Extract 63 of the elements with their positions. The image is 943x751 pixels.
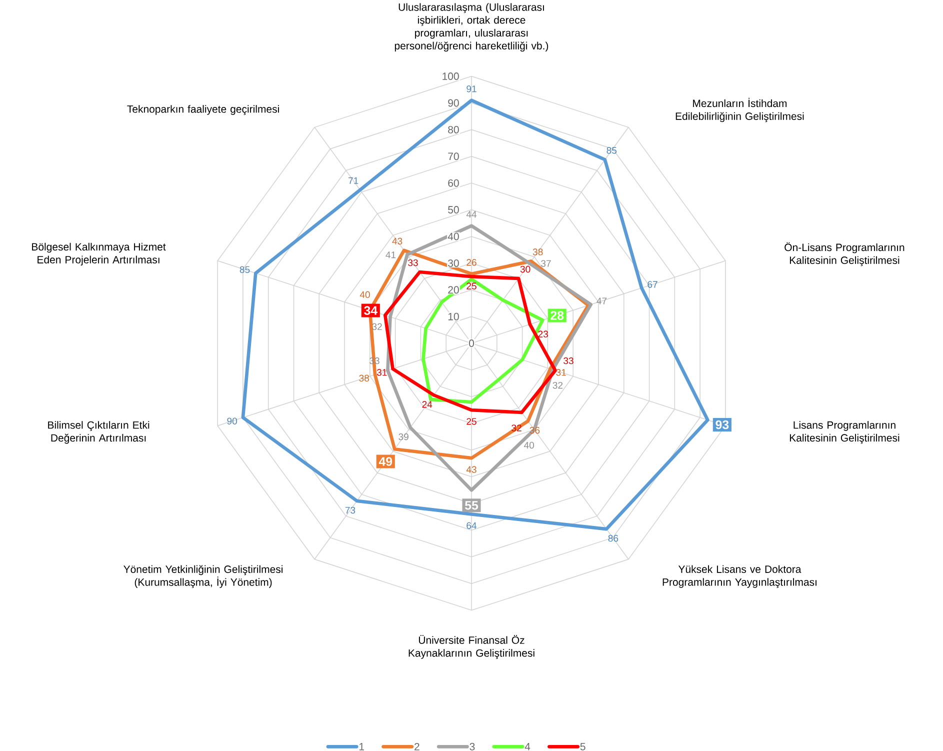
data-label: 33 <box>564 357 574 364</box>
spoke-label: Bölgesel Kalkınmaya Hizmet Eden Projelerin Artırılması <box>32 242 166 266</box>
y-tick-label: 0 <box>469 339 474 347</box>
data-label: 85 <box>606 146 617 154</box>
data-label: 49 <box>378 456 392 466</box>
spoke-label: Mezunların İstihdam Edilebilirliğinin Geliştirilmesi <box>676 98 804 122</box>
y-tick-label: 40 <box>448 232 459 240</box>
data-label: 40 <box>524 442 534 448</box>
data-label: 28 <box>550 310 564 320</box>
data-label: 39 <box>398 433 408 440</box>
data-label: 40 <box>360 291 370 298</box>
data-label: 71 <box>348 177 358 184</box>
data-label: 43 <box>392 238 402 244</box>
data-label: 24 <box>422 400 432 408</box>
data-label: 44 <box>466 210 477 218</box>
spoke-label: Yüksek Lisans ve Doktora Programlarının Yaygınlaştırılması <box>662 565 816 588</box>
y-tick-label: 20 <box>448 286 459 294</box>
data-label: 25 <box>466 282 476 290</box>
data-label: 91 <box>466 85 476 92</box>
data-label: 33 <box>408 259 418 266</box>
spoke-label: Üniversite Finansal Öz Kaynaklarının Geliştirilmesi <box>408 634 534 659</box>
data-label: 43 <box>466 466 476 473</box>
data-label: 55 <box>465 500 478 510</box>
data-label: 31 <box>376 368 387 376</box>
data-label: 31 <box>556 368 566 376</box>
y-tick-label: 80 <box>448 126 459 134</box>
y-tick-label: 70 <box>448 152 459 160</box>
data-label: 37 <box>541 260 551 267</box>
spoke-label: Teknoparkın faaliyete geçirilmesi <box>127 104 279 115</box>
data-label: 90 <box>227 418 238 424</box>
data-label: 30 <box>520 266 530 272</box>
y-tick-label: 100 <box>442 72 459 80</box>
spoke-label: Yönetim Yetkinliğinin Geliştirilmesi (Kurumsallaşma, İyi Yönetim) <box>124 565 283 588</box>
data-label: 85 <box>240 266 250 273</box>
y-tick-label: 50 <box>448 206 459 214</box>
legend-label: 5 <box>580 742 586 750</box>
data-label: 38 <box>532 248 543 256</box>
data-label: 25 <box>466 418 476 425</box>
spoke-label: Bilimsel Çıktıların Etki Değerinin Artırılması <box>48 420 150 444</box>
data-label: 38 <box>359 374 370 382</box>
spoke-label: Uluslararasılaşma (Uluslararası işbirlikleri, ortak derece programları, uluslararası personel/öğrenci hareketliliği vb.) <box>394 3 548 52</box>
data-label: 23 <box>538 330 548 338</box>
data-label: 34 <box>364 306 378 315</box>
y-tick-label: 10 <box>448 312 459 320</box>
data-label: 32 <box>552 382 563 389</box>
spoke-label: Ön-Lisans Programlarının Kalitesinin Geliştirilmesi <box>784 242 904 266</box>
legend-label: 4 <box>524 742 530 750</box>
data-label: 86 <box>608 534 618 542</box>
spoke-label: Lisans Programlarının Kalitesinin Geliştirilmesi <box>790 420 900 444</box>
legend-label: 1 <box>360 742 364 750</box>
data-label: 64 <box>466 522 477 529</box>
data-label: 67 <box>648 280 658 288</box>
legend-label: 2 <box>414 742 420 750</box>
data-label: 41 <box>386 251 396 258</box>
y-tick-label: 30 <box>448 259 459 267</box>
y-tick-label: 90 <box>448 99 459 107</box>
data-label: 26 <box>466 258 476 266</box>
y-tick-label: 60 <box>448 179 459 187</box>
data-label: 93 <box>716 420 729 429</box>
data-label: 36 <box>530 426 540 434</box>
data-label: 47 <box>596 298 607 304</box>
legend-label: 3 <box>470 742 475 750</box>
data-label: 73 <box>345 506 356 514</box>
